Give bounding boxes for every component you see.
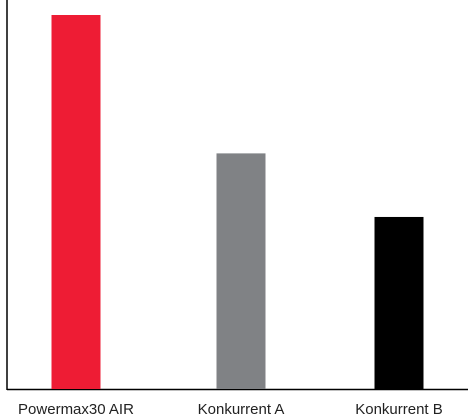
bar-series [51,15,424,389]
bar-konkurrent-b [374,216,424,389]
x-tick-label-konkurrent-a: Konkurrent A [198,401,285,418]
bar-powermax30-air [51,15,101,389]
x-tick-label-powermax30-air: Powermax30 AIR [18,401,134,418]
bar-konkurrent-a [216,153,266,389]
x-tick-labels: Powermax30 AIR Konkurrent A Konkurrent B [18,401,443,418]
x-tick-label-konkurrent-b: Konkurrent B [355,401,443,418]
